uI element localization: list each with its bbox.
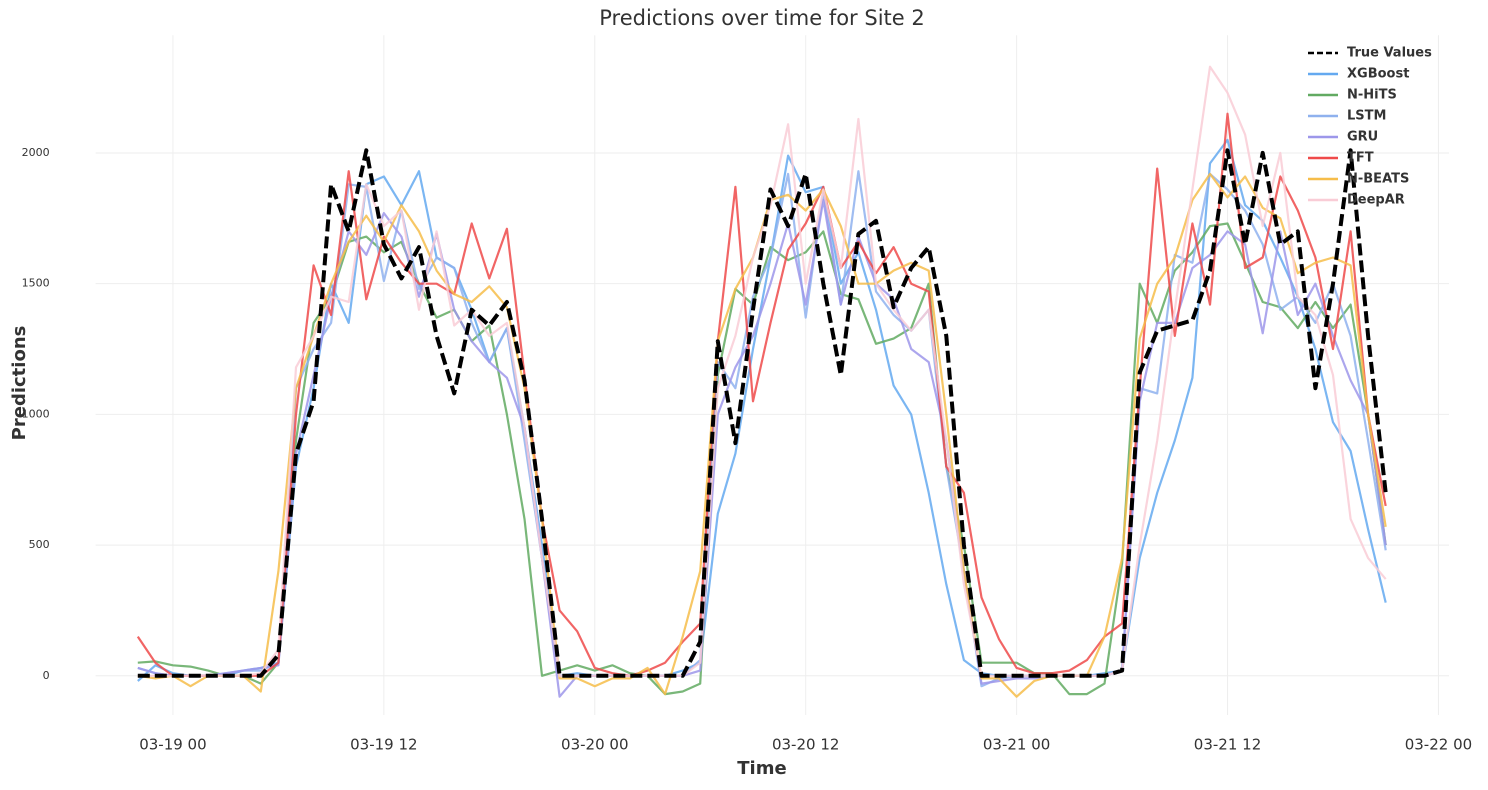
legend-label: XGBoost: [1347, 67, 1409, 82]
x-tick-label: 03-20 12: [772, 736, 839, 754]
y-tick-label: 1500: [22, 277, 50, 290]
x-tick-label: 03-19 12: [350, 736, 417, 754]
y-tick-label: 500: [29, 538, 50, 551]
series-line: [137, 65, 1387, 677]
legend-label: N-BEATS: [1347, 172, 1409, 187]
legend-label: LSTM: [1347, 109, 1386, 124]
legend-label: GRU: [1347, 130, 1378, 145]
legend-label: True Values: [1347, 46, 1432, 61]
x-tick-label: 03-20 00: [561, 736, 628, 754]
legend-label: TFT: [1347, 151, 1374, 166]
series-line: [137, 138, 1387, 682]
y-axis-label: Predictions: [9, 326, 30, 441]
series-line: [137, 148, 1388, 678]
chart-title: Predictions over time for Site 2: [599, 6, 924, 30]
series-line: [136, 112, 1387, 677]
y-tick-label: 0: [43, 669, 50, 682]
legend-label: DeepAR: [1347, 193, 1405, 208]
legend-label: N-HiTS: [1347, 88, 1397, 103]
y-tick-label: 1000: [22, 407, 50, 420]
x-tick-label: 03-21 00: [983, 736, 1050, 754]
x-tick-label: 03-22 00: [1405, 736, 1472, 754]
x-axis-label: Time: [737, 758, 786, 779]
series-line: [137, 170, 1387, 688]
y-tick-label: 2000: [22, 146, 50, 159]
x-tick-label: 03-21 12: [1194, 736, 1261, 754]
x-tick-label: 03-19 00: [139, 736, 206, 754]
